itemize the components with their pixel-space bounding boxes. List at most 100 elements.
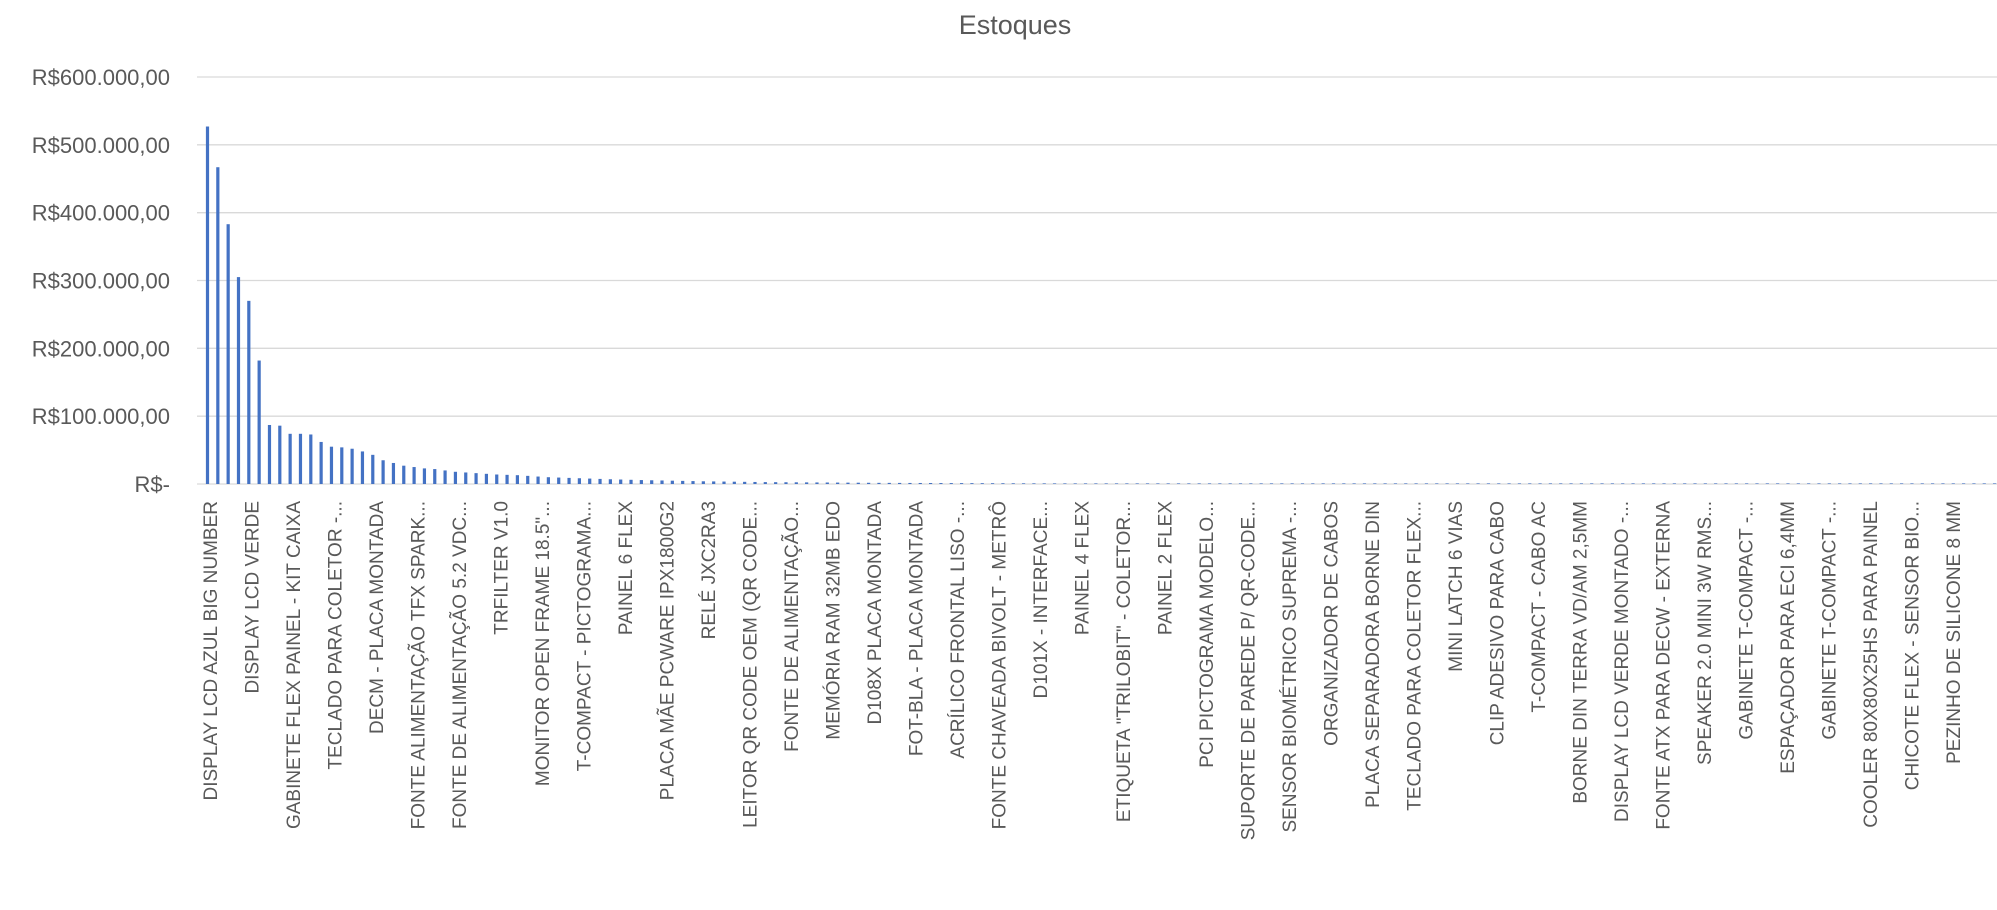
bar — [1672, 483, 1676, 484]
bar — [1476, 483, 1480, 484]
bar — [887, 482, 891, 484]
bar — [288, 433, 292, 484]
x-tick-label: BORNE DIN TERRA VD/AM 2,5MM — [1571, 501, 1592, 804]
bar — [1848, 483, 1852, 484]
bar — [660, 480, 664, 484]
y-tick-label: R$600.000,00 — [32, 65, 170, 90]
x-tick-label: COOLER 80X80X25HS PARA PAINEL — [1861, 501, 1882, 828]
bar — [1827, 483, 1831, 484]
bar — [329, 446, 334, 484]
y-tick-label: R$100.000,00 — [32, 404, 170, 429]
x-tick-label: PEZINHO DE SILICONE 8 MM — [1944, 501, 1965, 764]
bar — [433, 469, 437, 484]
bar — [949, 483, 953, 484]
bar — [1941, 483, 1945, 484]
bar — [650, 480, 654, 484]
bar — [340, 447, 344, 484]
x-tick-label: DISPLAY LCD AZUL BIG NUMBER — [201, 501, 222, 801]
bar — [763, 482, 767, 484]
x-tick-label: SPEAKER 2.0 MINI 3W RMS... — [1695, 501, 1716, 765]
bar — [1280, 483, 1284, 484]
x-tick-label: PAINEL 4 FLEX — [1073, 501, 1094, 635]
bar — [1114, 483, 1119, 484]
bar — [526, 475, 530, 484]
bar — [257, 360, 261, 484]
bar — [1228, 483, 1232, 484]
x-tick-label: T-COMPACT - CABO AC — [1529, 501, 1550, 713]
bar — [1404, 483, 1408, 484]
x-tick-label: ACRÍLICO FRONTAL LISO -... — [948, 501, 969, 759]
bar — [1383, 483, 1387, 484]
bar — [360, 451, 365, 484]
bar — [1197, 483, 1201, 484]
bar — [629, 479, 633, 484]
bar — [722, 481, 726, 484]
bar — [443, 470, 447, 484]
x-tick-label: DISPLAY LCD VERDE MONTADO -... — [1612, 501, 1633, 822]
bar — [1455, 483, 1460, 484]
x-tick-label: MONITOR OPEN FRAME 18.5"... — [533, 501, 554, 786]
bar — [1073, 483, 1077, 484]
x-tick-label: FOT-BLA - PLACA MONTADA — [907, 501, 928, 756]
bar — [1342, 483, 1346, 484]
bar — [1838, 483, 1842, 484]
bar — [877, 482, 881, 484]
x-tick-label: DECM - PLACA MONTADA — [367, 501, 388, 734]
bar — [1982, 483, 1986, 484]
bar — [598, 478, 602, 484]
bar — [1559, 483, 1563, 484]
bar — [1352, 483, 1356, 484]
bar — [970, 483, 974, 484]
bar — [1590, 483, 1594, 484]
bar — [732, 481, 736, 484]
x-tick-label: FONTE ATX PARA DECW - EXTERNA — [1654, 501, 1675, 830]
bar — [412, 467, 416, 484]
bar — [805, 482, 809, 484]
bar — [1889, 483, 1893, 484]
bar — [1755, 483, 1759, 484]
bar — [856, 482, 860, 484]
bar — [205, 126, 210, 484]
bar — [753, 481, 757, 484]
bar — [319, 441, 323, 484]
bar — [267, 424, 272, 484]
bar — [1187, 483, 1191, 484]
x-tick-label: LEITOR QR CODE OEM (QR CODE... — [741, 501, 762, 828]
bar — [505, 474, 509, 484]
bar — [1218, 483, 1222, 484]
bar — [1858, 483, 1862, 484]
bar — [1931, 483, 1935, 484]
bar — [1259, 483, 1263, 484]
bar — [1145, 483, 1150, 484]
bar — [1579, 483, 1583, 484]
bar — [1631, 483, 1635, 484]
y-tick-label: R$- — [135, 472, 170, 497]
bar — [1321, 483, 1325, 484]
bar — [1879, 483, 1883, 484]
bar — [495, 474, 499, 484]
x-tick-label: D101X - INTERFACE... — [1031, 501, 1052, 698]
y-tick-label: R$500.000,00 — [32, 133, 170, 158]
bar — [1817, 483, 1821, 484]
bar — [236, 277, 241, 484]
x-tick-label: T-COMPACT - PICTOGRAMA... — [575, 501, 596, 771]
bar — [1507, 483, 1511, 484]
x-tick-label: PCI PICTOGRAMA MODELO... — [1197, 501, 1218, 768]
bar — [484, 473, 489, 484]
bar — [1992, 483, 1997, 484]
bar — [701, 481, 705, 484]
y-tick-label: R$400.000,00 — [32, 201, 170, 226]
bars — [205, 126, 1997, 485]
x-tick-label: ESPAÇADOR PARA ECI 6,4MM — [1778, 501, 1799, 774]
bar — [959, 483, 964, 484]
bar — [1300, 483, 1305, 484]
x-tick-label: SENSOR BIOMÉTRICO SUPREMA -... — [1280, 501, 1301, 833]
bar — [1125, 483, 1129, 484]
bar — [577, 478, 581, 484]
bar — [309, 434, 313, 484]
bar — [608, 479, 612, 484]
bar — [1156, 483, 1160, 484]
bar — [846, 482, 850, 484]
bar — [1311, 483, 1315, 484]
